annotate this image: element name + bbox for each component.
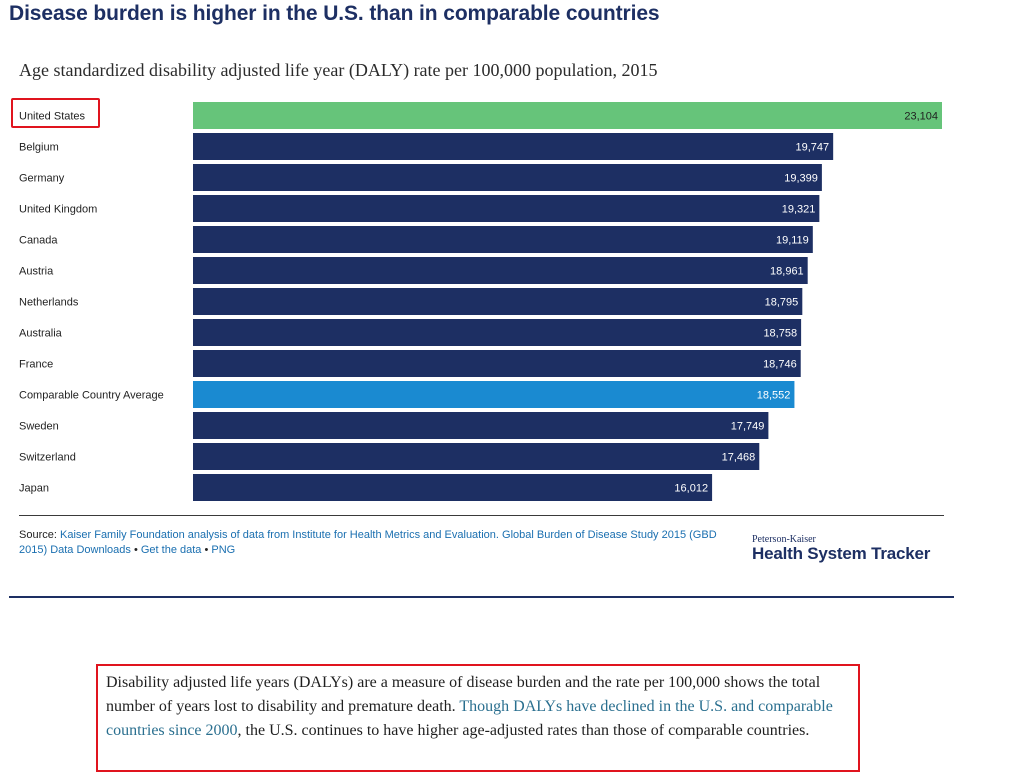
value-label-australia: 18,758: [763, 328, 797, 340]
category-label-austria: Austria: [19, 266, 54, 278]
brand-small-text: Peterson-Kaiser: [752, 534, 816, 545]
divider: [19, 515, 944, 516]
value-label-france: 18,746: [763, 359, 797, 371]
bar-canada[interactable]: [193, 226, 813, 253]
value-label-netherlands: 18,795: [765, 297, 799, 309]
category-label-france: France: [19, 359, 53, 371]
note-text: Disability adjusted life years (DALYs) a…: [106, 674, 821, 715]
bar-france[interactable]: [193, 350, 801, 377]
png-link[interactable]: PNG: [211, 544, 236, 556]
bar-austria[interactable]: [193, 257, 808, 284]
category-label-sweden: Sweden: [19, 421, 59, 433]
source-label: Source:: [19, 529, 57, 541]
category-label-switzerland: Switzerland: [19, 452, 76, 464]
source-note: Source: Kaiser Family Foundation analysi…: [19, 528, 719, 558]
value-label-canada: 19,119: [776, 235, 809, 247]
separator: •: [130, 544, 141, 556]
category-label-germany: Germany: [19, 173, 65, 185]
brand-logo: Peterson-Kaiser Health System Tracker: [752, 534, 930, 564]
highlight-box-united-states: [11, 98, 100, 128]
value-label-comparable-country-average: 18,552: [757, 390, 791, 402]
category-label-japan: Japan: [19, 483, 49, 495]
brand-big-text: Health System Tracker: [752, 544, 931, 563]
category-label-australia: Australia: [19, 328, 63, 340]
note-link[interactable]: Though DALYs have declined in the U.S. a…: [106, 698, 833, 739]
note-text-end: , the U.S. continues to have higher age-…: [237, 722, 810, 739]
separator: •: [201, 544, 212, 556]
bar-belgium[interactable]: [193, 133, 834, 160]
value-label-united-states: 23,104: [904, 111, 938, 123]
bar-netherlands[interactable]: [193, 288, 803, 315]
category-label-united-states: United States: [19, 111, 86, 123]
page-title: Disease burden is higher in the U.S. tha…: [9, 2, 660, 25]
bar-sweden[interactable]: [193, 412, 769, 439]
value-label-united-kingdom: 19,321: [782, 204, 816, 216]
explanation-box: Disability adjusted life years (DALYs) a…: [96, 664, 860, 772]
get-data-link[interactable]: Get the data: [140, 544, 202, 556]
value-label-japan: 16,012: [674, 483, 708, 495]
section-divider: [9, 596, 954, 598]
value-label-switzerland: 17,468: [722, 452, 756, 464]
bar-comparable-country-average[interactable]: [193, 381, 795, 408]
bar-australia[interactable]: [193, 319, 802, 346]
category-label-netherlands: Netherlands: [19, 297, 79, 309]
category-label-united-kingdom: United Kingdom: [19, 204, 97, 216]
chart-title: Age standardized disability adjusted lif…: [19, 60, 658, 80]
bar-switzerland[interactable]: [193, 443, 760, 470]
bar-japan[interactable]: [193, 474, 713, 501]
bar-germany[interactable]: [193, 164, 822, 191]
source-link[interactable]: Kaiser Family Foundation analysis of dat…: [19, 529, 717, 556]
value-label-belgium: 19,747: [796, 142, 830, 154]
category-label-belgium: Belgium: [19, 142, 59, 154]
value-label-germany: 19,399: [784, 173, 818, 185]
bar-united-states[interactable]: [193, 102, 942, 129]
category-label-canada: Canada: [19, 235, 58, 247]
value-label-austria: 18,961: [770, 266, 804, 278]
bar-united-kingdom[interactable]: [193, 195, 820, 222]
value-label-sweden: 17,749: [731, 421, 765, 433]
category-label-comparable-country-average: Comparable Country Average: [19, 390, 164, 402]
